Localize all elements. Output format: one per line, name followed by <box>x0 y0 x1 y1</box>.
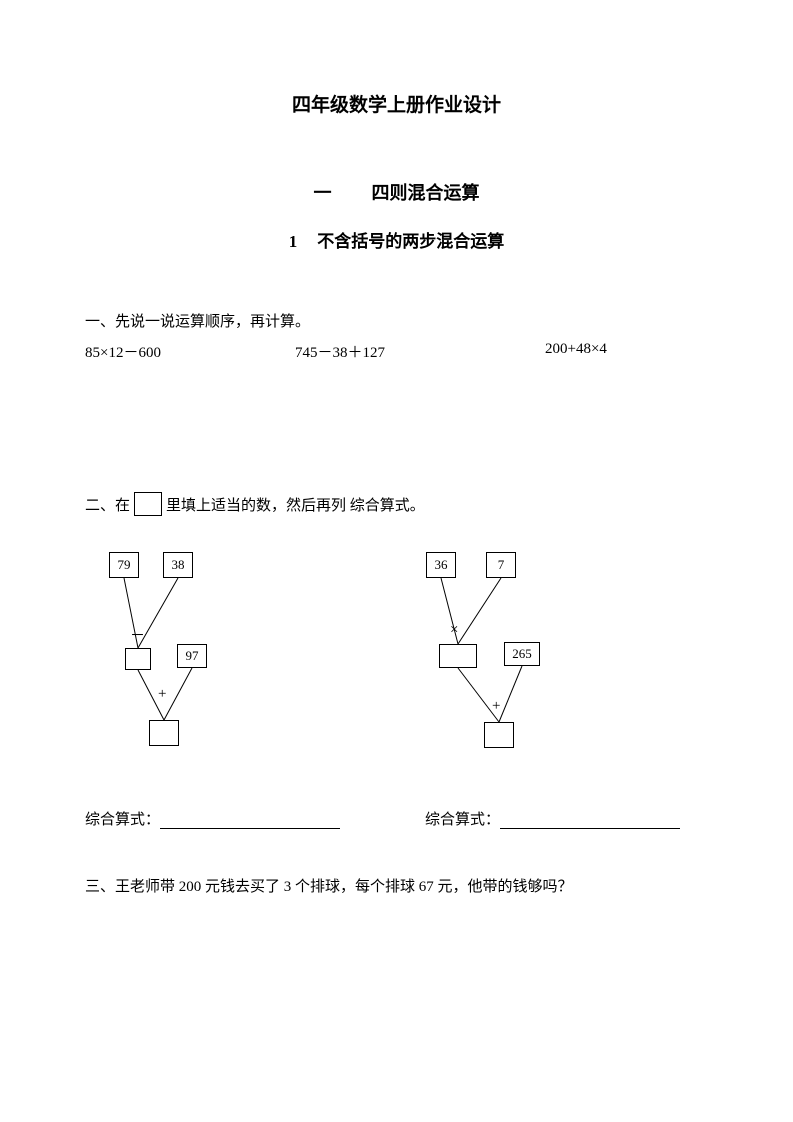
section-heading: 1 不含括号的两步混合运算 <box>85 227 708 252</box>
chapter-number: 一 <box>314 179 332 205</box>
operator-label: + <box>158 686 166 703</box>
question-2-diagrams: 79 38 97 － + 36 7 265 × + <box>85 552 708 782</box>
answer-group: 综合算式： <box>85 808 425 829</box>
diagram-box: 38 <box>163 552 193 578</box>
answer-label: 综合算式： <box>425 808 500 829</box>
main-title: 四年级数学上册作业设计 <box>85 90 708 117</box>
blank-box-icon <box>134 492 162 516</box>
diagram-box: 79 <box>109 552 139 578</box>
diagram-box: 265 <box>504 642 540 666</box>
chapter-heading: 一 四则混合运算 <box>85 179 708 205</box>
diagram-box: 36 <box>426 552 456 578</box>
diagram-box <box>484 722 514 748</box>
question-1-expressions: 85×12－600 745－38＋127 200+48×4 <box>85 341 708 362</box>
expression: 200+48×4 <box>545 341 607 362</box>
section-title-text: 不含括号的两步混合运算 <box>317 232 504 251</box>
answer-underline <box>500 811 680 829</box>
answer-group: 综合算式： <box>425 808 680 829</box>
expression: 85×12－600 <box>85 341 295 362</box>
diagram-box <box>439 644 477 668</box>
tree-diagram: 79 38 97 － + <box>97 552 277 782</box>
operator-label: － <box>130 624 145 645</box>
question-2-prompt: 二、在 里填上适当的数，然后再列 综合算式。 <box>85 492 708 516</box>
q2-prompt-before: 二、在 <box>85 494 130 515</box>
answer-lines: 综合算式： 综合算式： <box>85 808 708 829</box>
answer-label: 综合算式： <box>85 808 160 829</box>
question-3-prompt: 三、王老师带 200 元钱去买了 3 个排球，每个排球 67 元，他带的钱够吗？ <box>85 875 708 896</box>
tree-diagram: 36 7 265 × + <box>422 552 602 782</box>
diagram-box: 7 <box>486 552 516 578</box>
diagram-box <box>125 648 151 670</box>
operator-label: × <box>450 622 458 639</box>
question-1-prompt: 一、先说一说运算顺序，再计算。 <box>85 310 708 331</box>
q2-prompt-after: 里填上适当的数，然后再列 综合算式。 <box>166 494 425 515</box>
chapter-title-text: 四则混合运算 <box>372 183 480 203</box>
section-number: 1 <box>289 232 298 252</box>
diagram-box: 97 <box>177 644 207 668</box>
answer-underline <box>160 811 340 829</box>
operator-label: + <box>492 698 500 715</box>
diagram-box <box>149 720 179 746</box>
expression: 745－38＋127 <box>295 341 545 362</box>
